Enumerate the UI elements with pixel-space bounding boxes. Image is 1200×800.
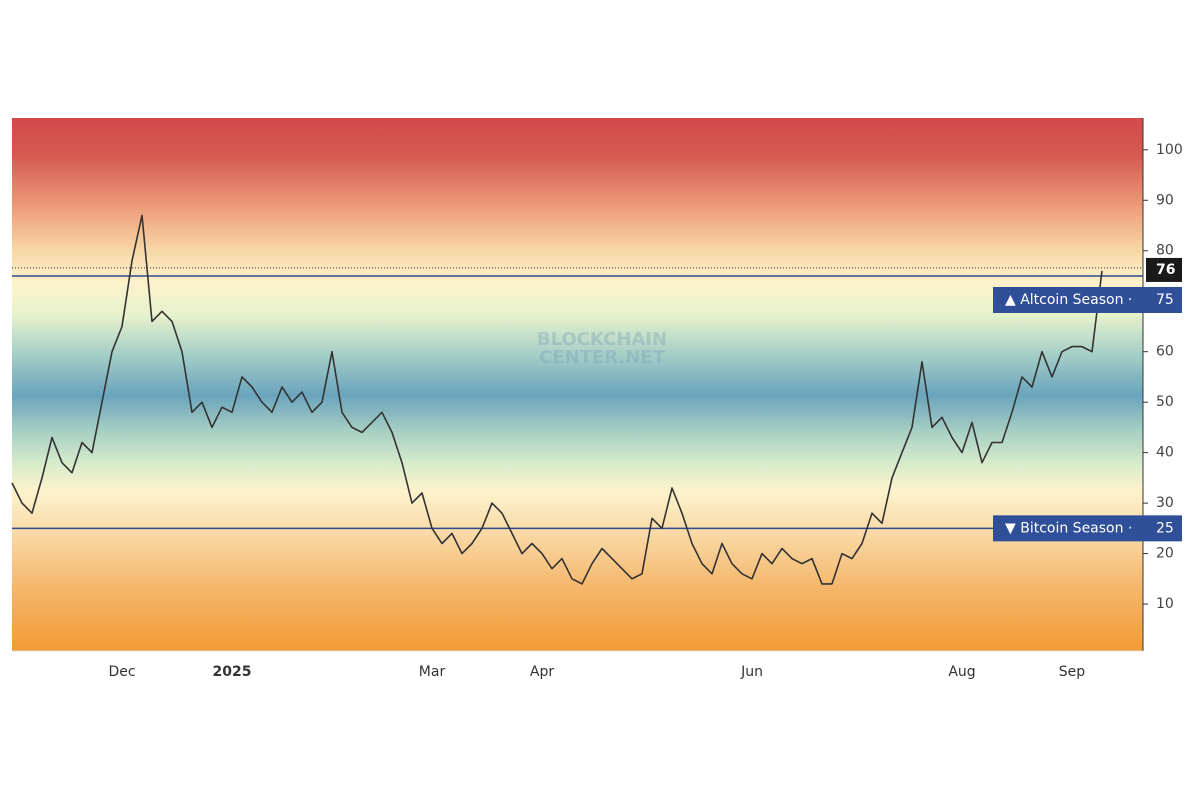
x-tick-label: Aug — [948, 664, 975, 680]
current-value-label: 76 — [1156, 262, 1175, 278]
watermark: BLOCKCHAIN — [537, 329, 667, 350]
y-tick-label: 80 — [1156, 243, 1174, 259]
watermark: CENTER.NET — [539, 347, 666, 368]
plot-background — [12, 118, 1143, 651]
y-tick-label: 100 — [1156, 142, 1183, 158]
x-tick-label: 2025 — [213, 664, 252, 680]
x-tick-label: Apr — [530, 664, 554, 680]
current-value-box — [1146, 257, 1182, 282]
y-tick-label: 50 — [1156, 394, 1174, 410]
x-tick-label: Jun — [740, 664, 763, 680]
y-tick-label: 10 — [1156, 596, 1174, 612]
x-tick-label: Dec — [108, 664, 135, 680]
annotation-box — [993, 286, 1182, 313]
x-tick-label: Sep — [1059, 664, 1086, 680]
annotation-box — [993, 515, 1182, 542]
annotation-label: ▼ Bitcoin Season · — [1005, 520, 1132, 536]
y-tick-label: 30 — [1156, 495, 1174, 511]
annotation-label: ▲ Altcoin Season · — [1005, 292, 1132, 308]
x-tick-label: Mar — [419, 664, 446, 680]
index-line — [11, 214, 1103, 585]
annotation-value: 25 — [1156, 520, 1174, 536]
y-tick-label: 40 — [1156, 445, 1174, 461]
y-tick-label: 90 — [1156, 192, 1174, 208]
y-tick-label: 60 — [1156, 344, 1174, 360]
y-tick-label: 20 — [1156, 546, 1174, 562]
annotation-value: 75 — [1156, 292, 1174, 308]
